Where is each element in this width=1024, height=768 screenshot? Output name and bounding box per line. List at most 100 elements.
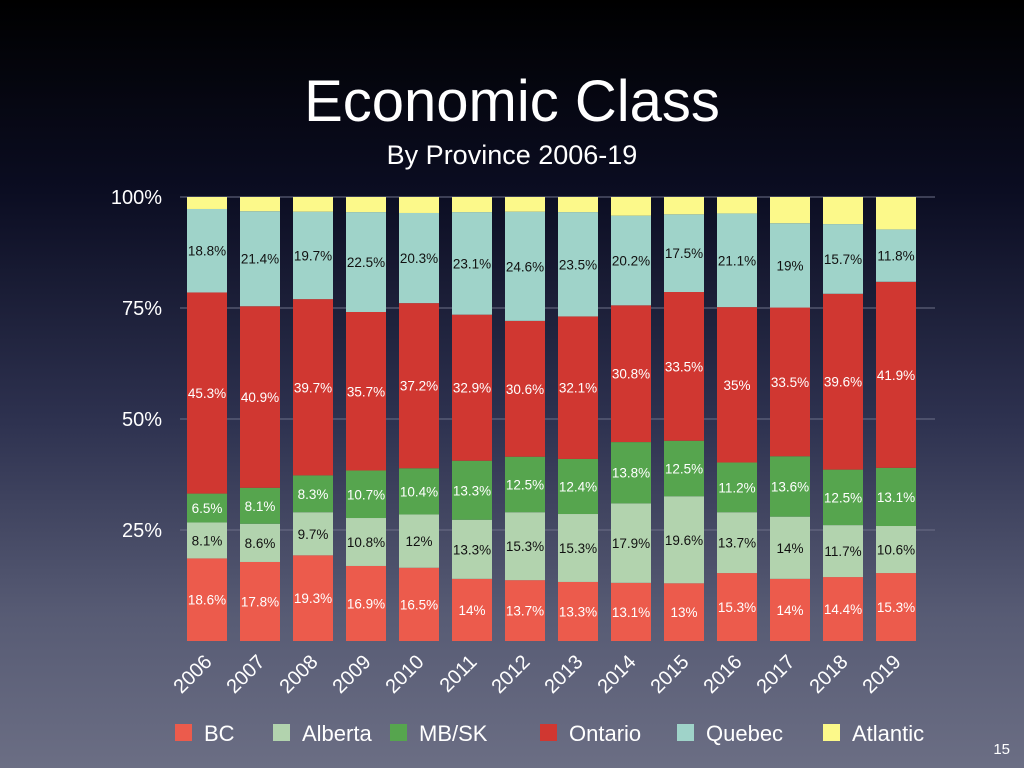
bar-segment-bc (717, 573, 757, 641)
bar-segment-mbsk (611, 442, 651, 504)
bar-segment-ontario (452, 314, 492, 461)
y-tick-label: 50% (122, 409, 162, 431)
y-tick-label: 25% (122, 520, 162, 542)
bar-segment-atlantic (346, 197, 386, 213)
bar-segment-mbsk (823, 469, 863, 526)
bar-segment-atlantic (293, 197, 333, 212)
bar-segment-alberta (399, 514, 439, 568)
bar-segment-mbsk (876, 467, 916, 527)
bar-segment-atlantic (717, 197, 757, 214)
x-tick-label: 2018 (806, 651, 853, 698)
bar-segment-bc (293, 555, 333, 641)
bar-segment-atlantic (240, 197, 280, 212)
bar-segment-ontario (664, 292, 704, 441)
data-label: 22.5% (347, 255, 385, 270)
bar-segment-mbsk (558, 458, 598, 515)
data-label: 19% (776, 258, 803, 273)
bar-segment-bc (770, 578, 810, 641)
bar-segment-quebec (399, 212, 439, 304)
data-label: 15.3% (559, 541, 597, 556)
bar-segment-ontario (770, 307, 810, 457)
bar-segment-bc (240, 561, 280, 641)
data-label: 8.1% (245, 499, 276, 514)
data-label: 13.3% (559, 604, 597, 619)
bar-segment-alberta (293, 512, 333, 556)
legend-swatch (823, 724, 840, 741)
bar-segment-alberta (717, 512, 757, 574)
bar-segment-quebec (611, 215, 651, 306)
x-tick-label: 2014 (594, 651, 641, 698)
bar-segment-alberta (187, 522, 227, 559)
legend-label: Ontario (569, 721, 641, 746)
data-label: 13.1% (612, 605, 650, 620)
x-tick-label: 2017 (753, 651, 800, 698)
bar-segment-ontario (876, 281, 916, 468)
legend-swatch (273, 724, 290, 741)
data-label: 8.1% (192, 533, 223, 548)
bar-segment-atlantic (399, 197, 439, 213)
bar-segment-bc (346, 565, 386, 641)
data-label: 8.3% (298, 487, 329, 502)
bar-segment-ontario (558, 316, 598, 459)
data-label: 35.7% (347, 384, 385, 399)
data-label: 13.6% (771, 479, 809, 494)
bar-segment-mbsk (717, 462, 757, 513)
bar-segment-mbsk (399, 468, 439, 515)
data-label: 23.5% (559, 257, 597, 272)
data-label: 17.9% (612, 536, 650, 551)
data-label: 33.5% (771, 375, 809, 390)
data-label: 15.3% (877, 600, 915, 615)
bar-segment-atlantic (505, 197, 545, 212)
slide-title: Economic Class (304, 69, 720, 134)
legend-label: MB/SK (419, 721, 488, 746)
data-label: 19.6% (665, 533, 703, 548)
x-tick-label: 2009 (329, 651, 376, 698)
bar-segment-quebec (558, 212, 598, 317)
data-label: 30.8% (612, 367, 650, 382)
bar-segment-alberta (452, 519, 492, 579)
bar-segment-mbsk (505, 456, 545, 513)
data-label: 45.3% (188, 386, 226, 401)
legend-swatch (677, 724, 694, 741)
data-label: 20.2% (612, 253, 650, 268)
data-label: 11.2% (718, 480, 755, 495)
bar-segment-ontario (399, 303, 439, 469)
data-label: 19.3% (294, 591, 332, 606)
bar-segment-alberta (823, 525, 863, 578)
data-label: 6.5% (192, 501, 223, 516)
data-label: 14.4% (824, 602, 862, 617)
data-label: 10.6% (877, 543, 915, 558)
data-label: 18.8% (188, 244, 226, 259)
bar-segment-bc (664, 583, 704, 641)
data-label: 39.7% (294, 380, 332, 395)
data-label: 11.8% (877, 249, 914, 264)
bar-segment-alberta (770, 516, 810, 579)
data-label: 12% (405, 534, 432, 549)
bar-segment-bc (823, 577, 863, 641)
bar-segment-quebec (240, 211, 280, 307)
bar-segment-alberta (558, 514, 598, 582)
data-label: 9.7% (298, 527, 329, 542)
bar-segment-ontario (717, 307, 757, 463)
slide-subtitle: By Province 2006-19 (386, 140, 638, 170)
x-tick-label: 2015 (647, 651, 694, 698)
bar-segment-mbsk (452, 460, 492, 520)
x-tick-label: 2011 (436, 651, 482, 697)
bar-segment-bc (558, 581, 598, 641)
bar-segment-bc (399, 567, 439, 641)
bar-segment-alberta (664, 496, 704, 584)
data-label: 19.7% (294, 248, 332, 263)
data-label: 14% (458, 603, 485, 618)
legend-swatch (175, 724, 192, 741)
data-label: 33.5% (665, 359, 703, 374)
x-tick-label: 2012 (488, 651, 535, 698)
data-label: 16.9% (347, 596, 385, 611)
y-tick-label: 100% (111, 187, 162, 209)
x-tick-label: 2006 (170, 651, 217, 698)
data-label: 23.1% (453, 256, 491, 271)
bar-segment-bc (611, 582, 651, 641)
x-tick-label: 2010 (382, 651, 429, 698)
x-tick-label: 2007 (223, 651, 270, 698)
data-label: 13.7% (506, 604, 544, 619)
